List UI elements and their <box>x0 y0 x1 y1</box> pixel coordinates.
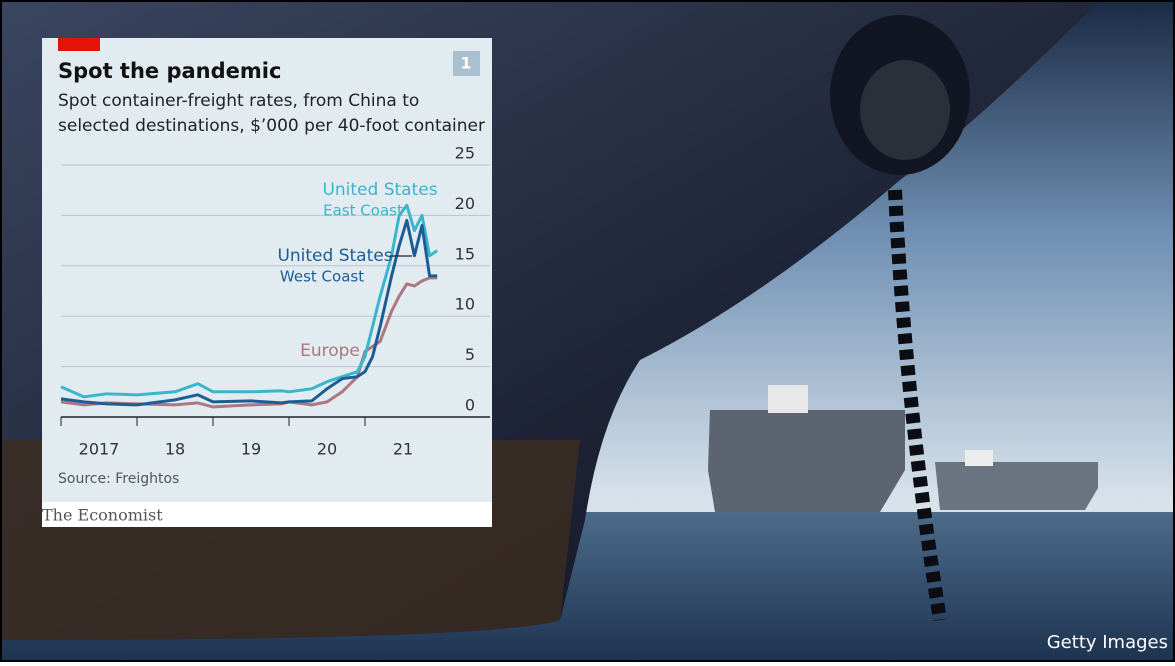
chart-badge: 1 <box>460 54 471 73</box>
photo-credit: Getty Images <box>1047 632 1168 653</box>
legend-label: Europe <box>300 341 360 361</box>
legend-label: United States <box>322 180 437 200</box>
y-tick-label: 0 <box>465 396 475 415</box>
y-tick-label: 20 <box>455 194 475 213</box>
chart-panel: 1 Spot the pandemic Spot container-freig… <box>42 38 492 527</box>
series-line <box>60 203 439 399</box>
legend-sublabel: West Coast <box>280 268 364 286</box>
chart-subtitle: Spot container-freight rates, from China… <box>58 91 419 111</box>
legend-label: United States <box>277 246 392 266</box>
y-tick-label: 10 <box>455 295 475 314</box>
chart-subtitle: selected destinations, $’000 per 40-foot… <box>58 116 485 136</box>
chart-title: Spot the pandemic <box>58 59 281 83</box>
y-tick-label: 25 <box>455 144 475 163</box>
x-tick-label: 20 <box>317 440 337 459</box>
series-line <box>60 276 438 409</box>
x-tick-label: 19 <box>241 440 261 459</box>
series-line <box>60 218 438 407</box>
x-tick-label: 2017 <box>79 440 120 459</box>
x-tick-label: 18 <box>165 440 185 459</box>
y-tick-label: 5 <box>465 345 475 364</box>
y-tick-label: 15 <box>455 244 475 263</box>
legend-sublabel: East Coast <box>323 202 403 220</box>
chart-source: Source: Freightos <box>58 471 179 487</box>
brand: The Economist <box>42 506 163 525</box>
x-tick-label: 21 <box>393 440 413 459</box>
